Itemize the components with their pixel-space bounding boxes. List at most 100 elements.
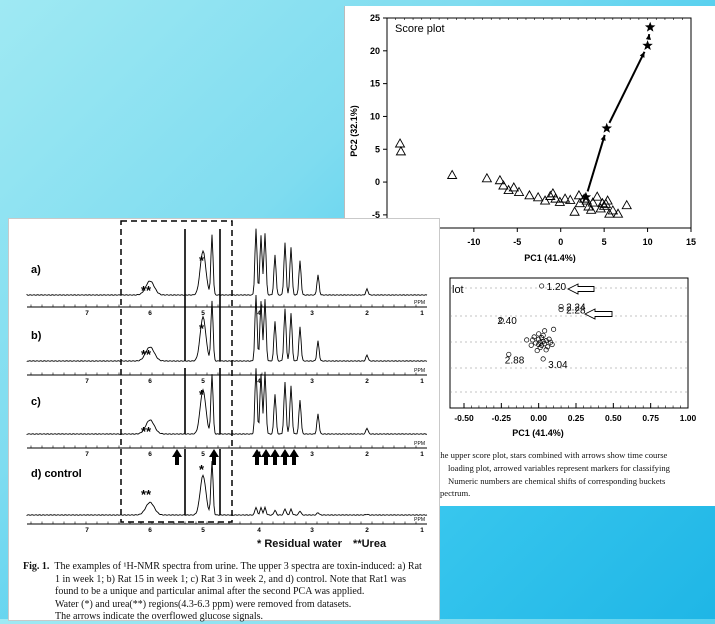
score-point-triangle bbox=[494, 174, 506, 185]
time-course-arrowhead bbox=[645, 34, 652, 40]
loading-xtick-label: 0.00 bbox=[530, 413, 547, 423]
loading-point bbox=[542, 341, 548, 347]
score-xtick-label: 0 bbox=[558, 237, 563, 247]
caption-line-3: found to be a unique and particular anim… bbox=[55, 586, 365, 598]
score-caption-line-4: pectrum. bbox=[440, 488, 471, 498]
ppm-label: 6 bbox=[148, 451, 152, 458]
ppm-label: 4 bbox=[257, 378, 261, 385]
loading-point-label: 2.88 bbox=[505, 355, 525, 366]
legend-water: * Residual water bbox=[257, 538, 342, 550]
score-ytick-label: 15 bbox=[370, 79, 380, 89]
ppm-label: 6 bbox=[148, 310, 152, 317]
loading-point bbox=[540, 332, 546, 338]
ppm-label: 7 bbox=[85, 310, 89, 317]
score-ytick-label: 5 bbox=[375, 144, 380, 154]
loading-point-labeled bbox=[498, 317, 504, 323]
ppm-label: 1 bbox=[420, 310, 424, 317]
loading-point bbox=[531, 334, 537, 340]
spectrum-trace bbox=[26, 228, 428, 296]
ppm-label: 1 bbox=[420, 451, 424, 458]
ppm-unit: PPM bbox=[414, 441, 425, 447]
water-mark-b: * bbox=[199, 321, 205, 336]
glucose-arrow-icon bbox=[270, 449, 280, 465]
score-point-triangle bbox=[595, 203, 606, 213]
removed-region-box bbox=[120, 220, 233, 523]
time-course-arrow bbox=[608, 51, 646, 124]
loading-point bbox=[536, 336, 542, 342]
loading-point bbox=[543, 347, 549, 353]
score-point-star bbox=[644, 21, 656, 32]
ppm-label: 6 bbox=[148, 527, 152, 534]
glucose-arrow-icon bbox=[261, 449, 271, 465]
score-point-triangle bbox=[513, 186, 525, 197]
ppm-label: 2 bbox=[365, 451, 369, 458]
score-ytick-label: 20 bbox=[370, 46, 380, 56]
score-ytick-label: 10 bbox=[370, 111, 380, 121]
loading-point-label: 2.40 bbox=[497, 316, 517, 327]
loading-point bbox=[545, 344, 551, 350]
marker-arrow-1.20-icon bbox=[566, 283, 595, 295]
loading-xtick-label: -0.25 bbox=[492, 413, 512, 423]
ppm-label: 4 bbox=[257, 527, 261, 534]
score-point-triangle bbox=[545, 190, 556, 200]
score-point-triangle bbox=[569, 206, 580, 216]
loading-point bbox=[534, 348, 540, 354]
loading-point-label: 2.28 bbox=[566, 306, 586, 317]
ppm-label: 5 bbox=[201, 451, 205, 458]
loading-point bbox=[536, 331, 542, 337]
loading-point bbox=[542, 328, 548, 334]
spectra-legend: * Residual water **Urea bbox=[257, 538, 386, 550]
ppm-label: 3 bbox=[310, 451, 314, 458]
spectrum-trace bbox=[26, 368, 428, 435]
caption-line-2: 1 in week 1; b) Rat 15 in week 1; c) Rat… bbox=[55, 573, 407, 585]
score-point-triangle bbox=[573, 189, 585, 200]
caption-line-1: The examples of ¹H-NMR spectra from urin… bbox=[54, 561, 422, 572]
ppm-label: 1 bbox=[420, 378, 424, 385]
score-point-star bbox=[642, 40, 653, 50]
score-xtick-label: -10 bbox=[467, 237, 480, 247]
caption-line-4: Water (*) and urea(**) regions(4.3-6.3 p… bbox=[55, 598, 352, 610]
score-ytick-label: 25 bbox=[370, 13, 380, 23]
score-plot-frame bbox=[386, 17, 692, 229]
score-point-star bbox=[601, 122, 612, 133]
score-point-triangle bbox=[600, 198, 612, 208]
score-point-triangle bbox=[559, 193, 571, 203]
loading-point-label: 1.20 bbox=[547, 282, 567, 293]
loading-point bbox=[543, 338, 549, 344]
ppm-label: 7 bbox=[85, 378, 89, 385]
loading-point-labeled bbox=[540, 356, 546, 362]
score-point-triangle bbox=[604, 208, 615, 218]
time-course-arrow bbox=[586, 134, 606, 192]
loading-plot-title: lot bbox=[452, 284, 464, 296]
score-point-triangle bbox=[550, 193, 561, 203]
score-point-triangle bbox=[508, 182, 520, 192]
score-point-triangle bbox=[591, 191, 603, 201]
loading-plot-panel: lot PC1 (41.4%) -0.50 -0.25 0.00 0.25 0.50 0.… bbox=[438, 272, 715, 506]
ppm-label: 2 bbox=[365, 378, 369, 385]
water-mark-d: * bbox=[199, 462, 205, 477]
spectrum-label-c: c) bbox=[31, 396, 41, 408]
glucose-arrow-icon bbox=[280, 449, 290, 465]
score-point-triangle bbox=[621, 199, 632, 210]
glucose-arrow-icon bbox=[252, 449, 262, 465]
loading-plot-xlabel: PC1 (41.4%) bbox=[512, 428, 564, 438]
score-point-triangle bbox=[446, 169, 458, 179]
score-point-triangle bbox=[524, 189, 535, 200]
loading-plot-chart: lot PC1 (41.4%) -0.50 -0.25 0.00 0.25 0.50 0.… bbox=[449, 277, 697, 438]
ppm-label: 5 bbox=[201, 378, 205, 385]
ppm-label: 3 bbox=[310, 527, 314, 534]
loading-xtick-label: 1.00 bbox=[680, 413, 697, 423]
legend-urea: **Urea bbox=[353, 538, 387, 550]
water-mark-a: * bbox=[199, 253, 205, 268]
spectrum-trace bbox=[26, 460, 428, 517]
loading-point bbox=[549, 341, 555, 348]
score-ytick-label: -5 bbox=[372, 210, 380, 220]
score-caption-line-2: loading plot, arrowed variables represen… bbox=[448, 463, 670, 473]
glucose-arrow-icon bbox=[289, 449, 299, 465]
score-xtick-label: 5 bbox=[602, 237, 607, 247]
score-point-triangle bbox=[481, 172, 493, 183]
loading-plot-frame bbox=[449, 277, 689, 409]
score-point-triangle bbox=[564, 194, 576, 204]
loading-xtick-label: 0.75 bbox=[642, 413, 659, 423]
loading-point bbox=[528, 342, 534, 348]
